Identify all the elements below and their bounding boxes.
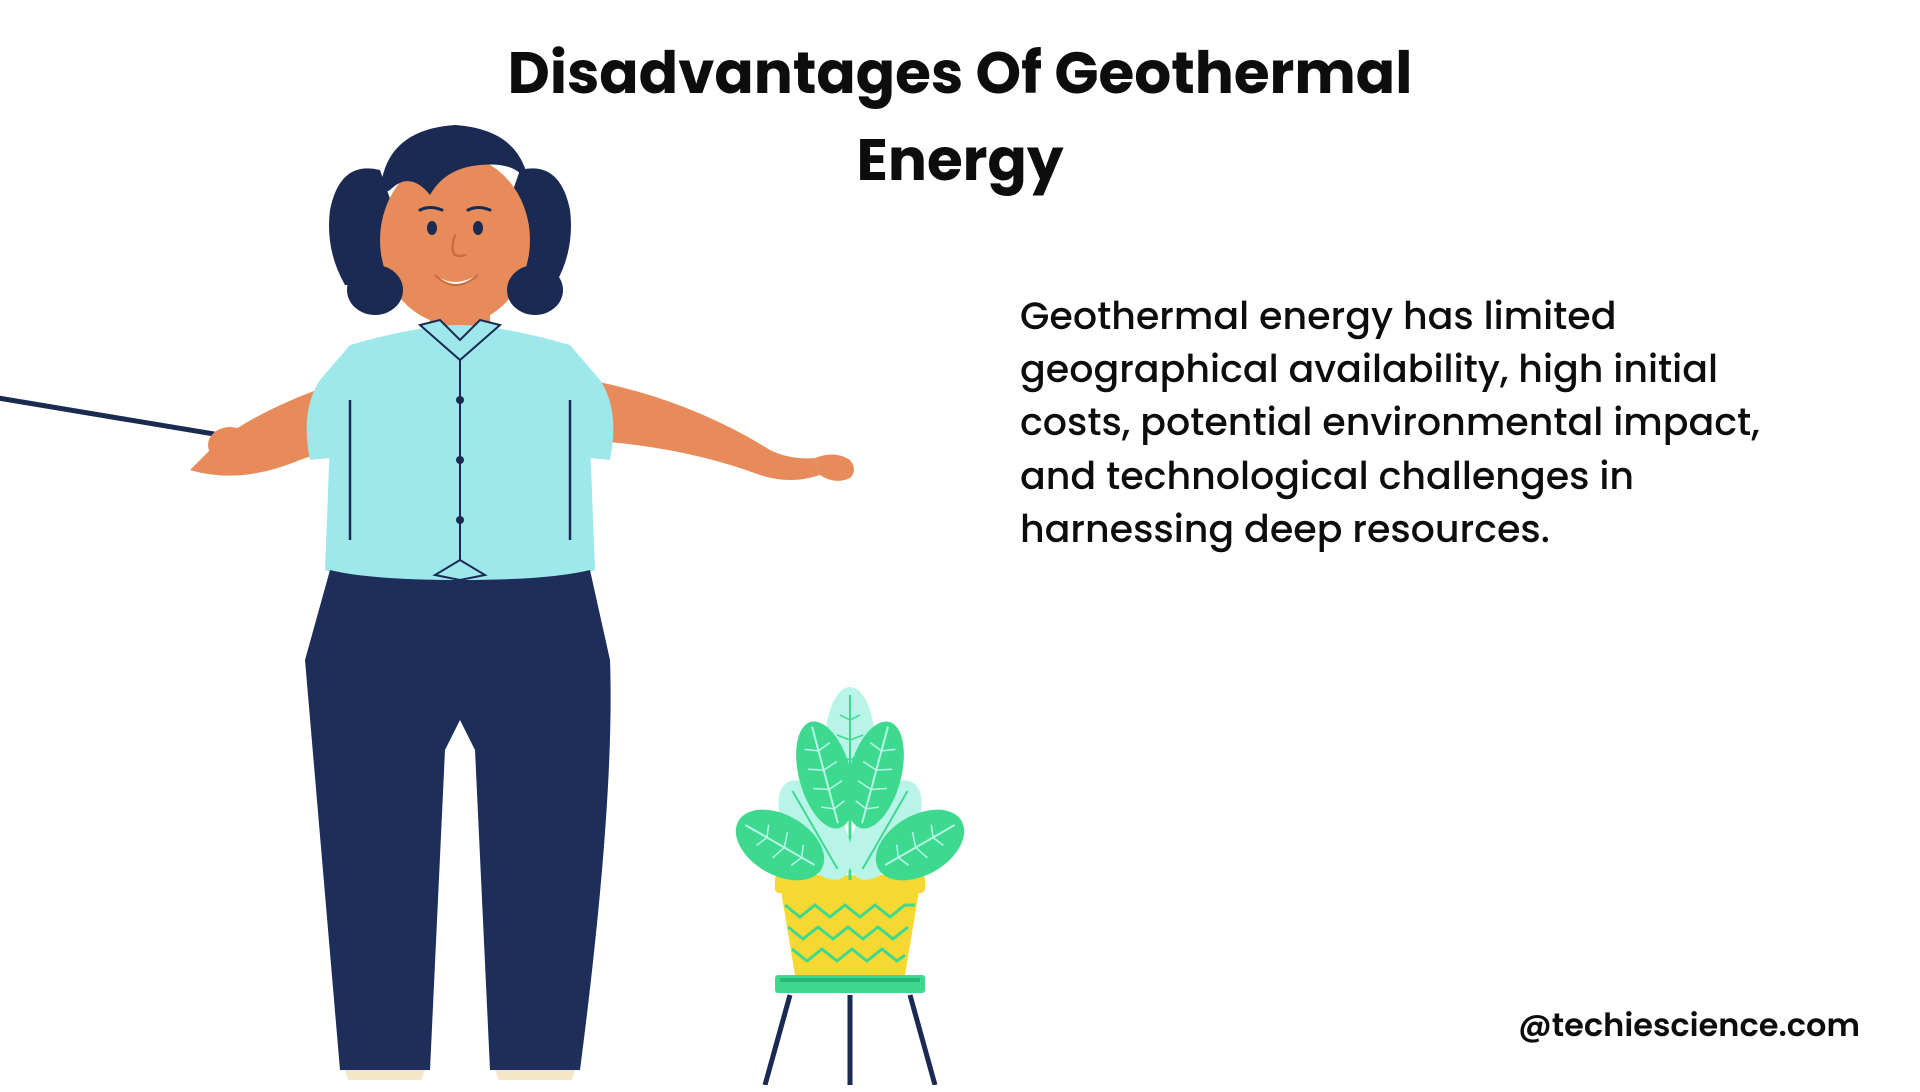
body-text: Geothermal energy has limited geographic…	[1020, 290, 1780, 556]
plant-illustration	[720, 665, 980, 1085]
credit-handle: @techiescience.com	[1518, 1002, 1860, 1050]
